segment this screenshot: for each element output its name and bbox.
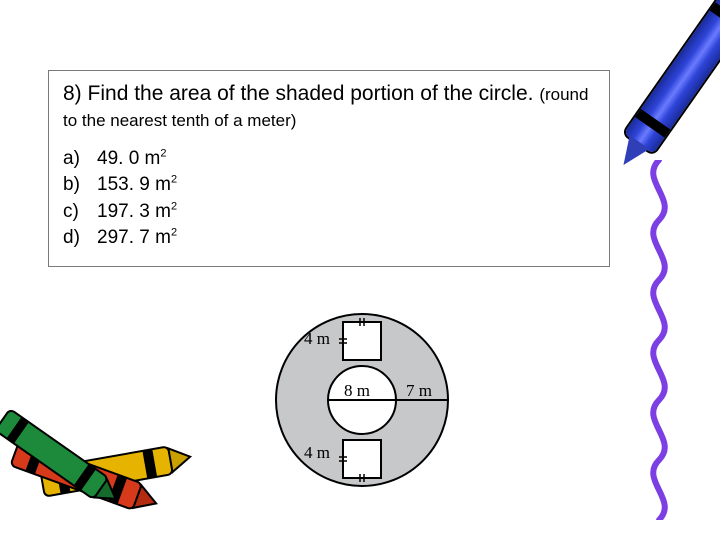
- option-a: a) 49. 0 m2: [63, 146, 595, 173]
- circle-diagram: 4 m 4 m 8 m 7 m: [262, 300, 482, 505]
- option-value: 49. 0 m2: [97, 146, 167, 173]
- diagram-svg: 4 m 4 m 8 m 7 m: [262, 300, 482, 500]
- outer-radius-label: 7 m: [406, 381, 432, 400]
- option-letter: d): [63, 225, 97, 252]
- squiggle-decoration: [634, 160, 684, 525]
- answer-options: a) 49. 0 m2 b) 153. 9 m2 c) 197. 3 m2 d)…: [63, 146, 595, 252]
- squiggle-path: [653, 160, 665, 520]
- bottom-square-label: 4 m: [304, 443, 330, 462]
- bottom-square: [343, 440, 381, 478]
- crayon-pile-decoration: [0, 379, 230, 534]
- option-b: b) 153. 9 m2: [63, 172, 595, 199]
- option-c: c) 197. 3 m2: [63, 199, 595, 226]
- question-number: 8): [63, 82, 82, 105]
- option-value: 153. 9 m2: [97, 172, 177, 199]
- option-value: 197. 3 m2: [97, 199, 177, 226]
- option-value: 297. 7 m2: [97, 225, 177, 252]
- top-square: [343, 322, 381, 360]
- option-d: d) 297. 7 m2: [63, 225, 595, 252]
- question-prompt: 8) Find the area of the shaded portion o…: [63, 81, 595, 134]
- option-letter: a): [63, 146, 97, 173]
- option-letter: b): [63, 172, 97, 199]
- option-letter: c): [63, 199, 97, 226]
- top-square-label: 4 m: [304, 329, 330, 348]
- question-box: 8) Find the area of the shaded portion o…: [48, 70, 610, 267]
- question-main: Find the area of the shaded portion of t…: [88, 82, 534, 105]
- crayon-decoration-top: [624, 0, 720, 154]
- inner-diameter-label: 8 m: [344, 381, 370, 400]
